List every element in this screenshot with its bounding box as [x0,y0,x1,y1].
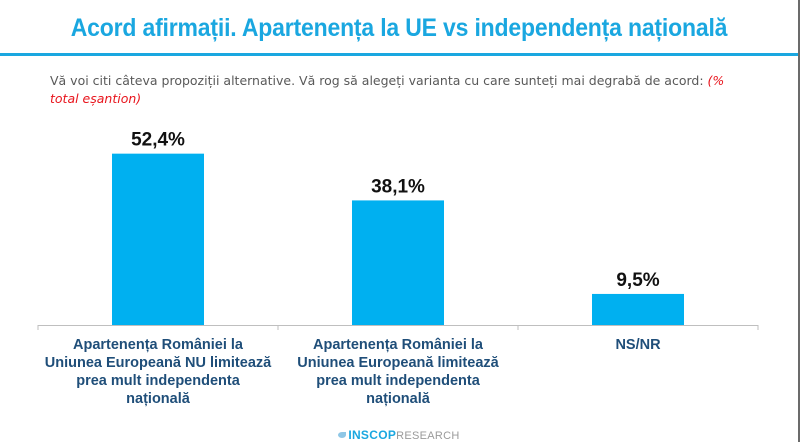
value-label-1: 52,4% [131,130,185,151]
value-label-2: 38,1% [371,176,425,197]
bar-3 [592,293,684,325]
sample-note: (% total eșantion) [50,73,725,106]
brand-suffix: RESEARCH [396,430,460,442]
brand-name: INSCOP [348,428,397,442]
category-label-2: Apartenența României la Uniunea Europeană… [297,337,499,407]
category-labels: Apartenența României la Uniunea Europeană… [45,337,661,407]
bar-1 [112,153,204,325]
category-label-1: Apartenența României la Uniunea Europeană… [45,337,272,407]
category-label-line: Uniunea Europeană NU limitează [45,355,272,371]
logo-icon [338,432,347,438]
page-title: Acord afirmații. Apartenența la UE vs in… [70,14,728,42]
x-axis [37,325,759,330]
category-label-line: națională [126,391,191,407]
bars-group [112,153,684,325]
category-label-line: națională [366,391,431,407]
footer-logo: INSCOPRESEARCH [0,428,798,442]
category-label-line: Apartenența României la [73,337,244,353]
value-label-3: 9,5% [616,270,659,291]
category-label-line: Uniunea Europeană limitează [297,355,499,371]
category-label-line: prea mult independenta [316,373,480,389]
question-body: Vă voi citi câteva propoziții alternativ… [50,73,708,88]
category-label-line: prea mult independenta [76,373,240,389]
value-labels: 52,4% 38,1% 9,5% [131,130,660,291]
category-label-3: NS/NR [615,337,661,353]
category-label-line: NS/NR [615,337,661,353]
category-label-line: Apartenența României la [313,337,484,353]
question-text: Vă voi citi câteva propoziții alternativ… [50,72,740,108]
title-divider [0,53,798,56]
bar-2 [352,200,444,325]
